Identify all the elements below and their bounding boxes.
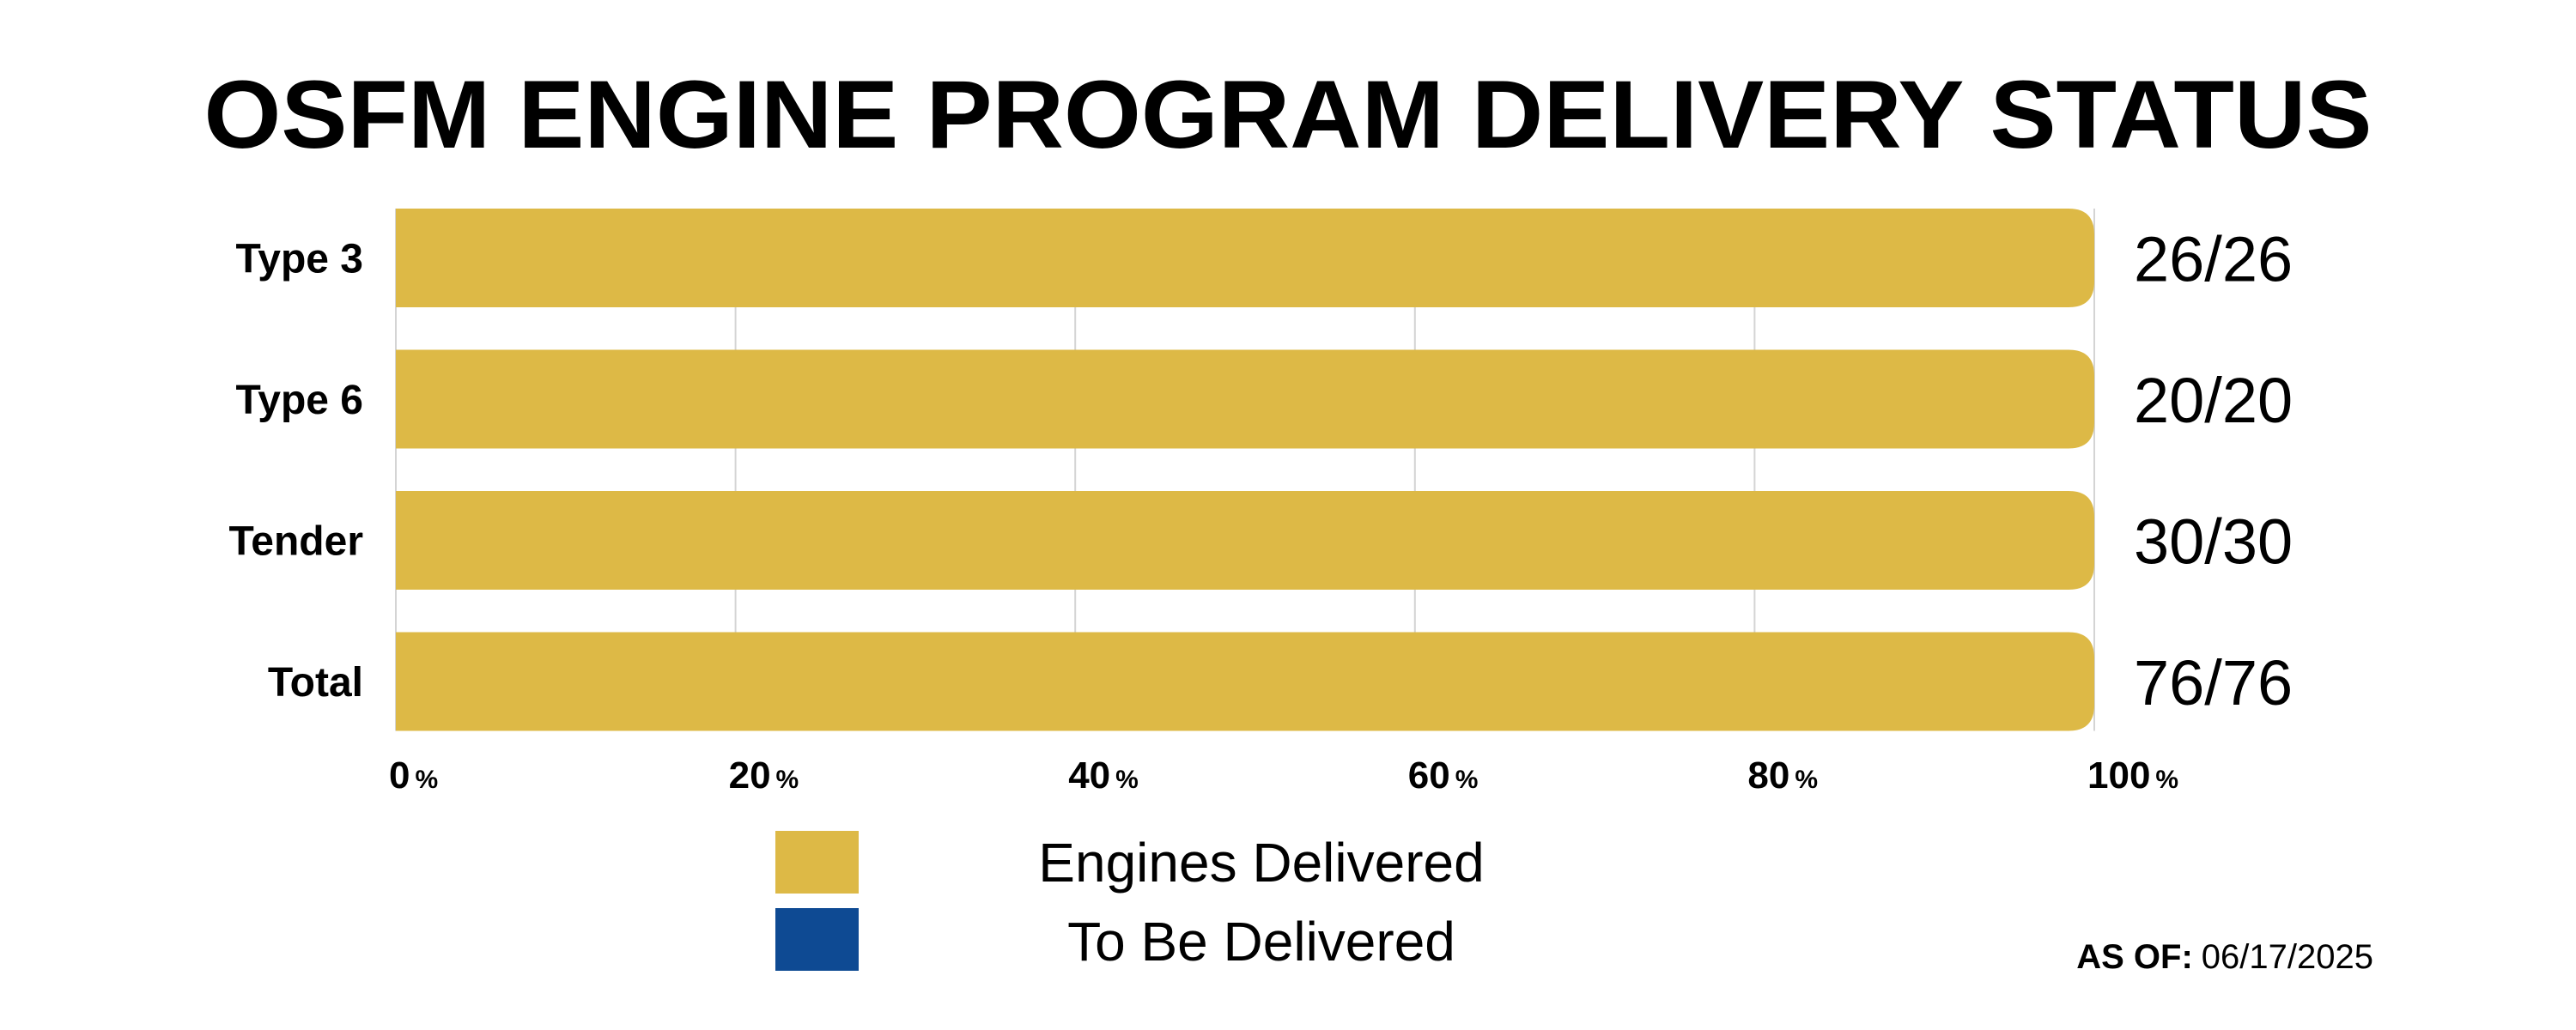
as-of-date: AS OF: 06/17/2025: [2076, 938, 2373, 976]
category-label: Type 3: [236, 237, 364, 282]
legend-swatch-to-be-delivered: [775, 908, 859, 971]
category-label: Tender: [229, 519, 363, 565]
data-label: 30/30: [2134, 506, 2293, 578]
x-tick-label: 20%: [729, 754, 799, 797]
data-label: 26/26: [2134, 224, 2293, 295]
x-axis-ticks: 0% 20% 40% 60% 80% 100%: [389, 754, 2178, 797]
x-tick-label: 60%: [1408, 754, 1479, 797]
x-tick-label: 40%: [1068, 754, 1139, 797]
as-of-value: 06/17/2025: [2202, 938, 2373, 976]
bar-total-delivered: [396, 632, 2094, 731]
bar-type-6-delivered: [396, 349, 2094, 449]
legend: Engines Delivered To Be Delivered: [775, 831, 1485, 972]
x-tick-label: 100%: [2087, 754, 2178, 797]
x-tick-label: 0%: [389, 754, 438, 797]
category-label: Type 6: [236, 378, 364, 423]
category-label: Total: [268, 660, 363, 706]
legend-label-delivered: Engines Delivered: [1038, 832, 1484, 894]
bar-tender-delivered: [396, 491, 2094, 590]
legend-label-to-be-delivered: To Be Delivered: [1067, 911, 1455, 972]
bar-type-3-delivered: [396, 209, 2094, 307]
data-labels: 26/26 20/20 30/30 76/76: [2134, 224, 2293, 719]
data-label: 76/76: [2134, 647, 2293, 718]
as-of-label: AS OF:: [2076, 938, 2193, 976]
category-labels: Type 3 Type 6 Tender Total: [229, 237, 363, 706]
legend-swatch-delivered: [775, 831, 859, 894]
x-tick-label: 80%: [1747, 754, 1818, 797]
chart-title: OSFM ENGINE PROGRAM DELIVERY STATUS: [204, 61, 2372, 168]
data-label: 20/20: [2134, 365, 2293, 436]
bars: [396, 209, 2094, 731]
